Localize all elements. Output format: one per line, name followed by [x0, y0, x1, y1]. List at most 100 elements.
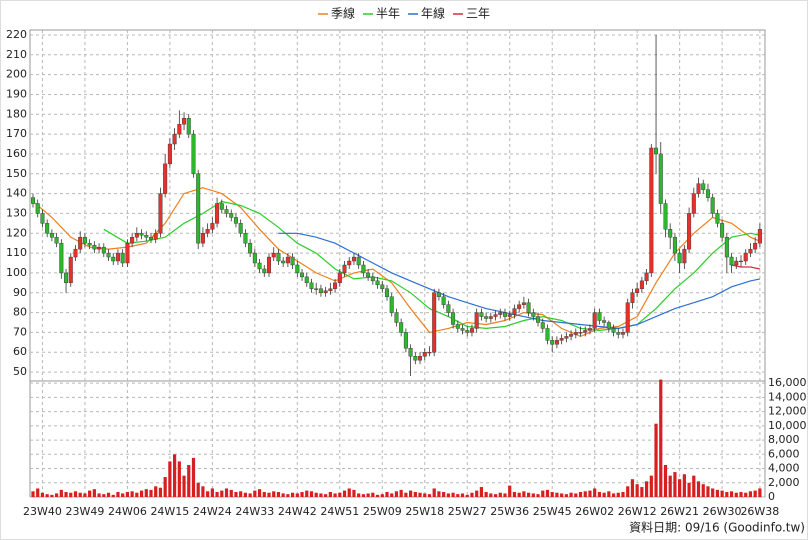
- candle-body: [285, 256, 290, 264]
- volume-bar: [121, 493, 125, 497]
- volume-bar: [248, 493, 252, 497]
- x-tick-label: 23W49: [65, 505, 104, 518]
- candle-body: [696, 183, 701, 194]
- candle-body: [224, 209, 229, 214]
- candle-body: [196, 173, 201, 244]
- volume-bar: [97, 493, 101, 497]
- candle-body: [729, 256, 734, 266]
- candle-body: [370, 276, 375, 282]
- candle-body: [267, 256, 272, 274]
- volume-bar: [40, 492, 45, 497]
- candle-body: [328, 288, 333, 291]
- candle-body: [554, 340, 559, 345]
- legend-label: 半年: [376, 7, 400, 21]
- volume-bar: [583, 491, 587, 497]
- candle-body: [111, 256, 116, 262]
- volume-bar: [149, 489, 153, 497]
- volume-bar: [588, 490, 592, 497]
- candle-body: [304, 276, 309, 284]
- candle-body: [219, 203, 224, 210]
- candle-body: [550, 340, 555, 345]
- volume-bar: [597, 492, 601, 497]
- candle-body: [748, 248, 753, 254]
- volume-bar: [508, 485, 512, 497]
- volume-bar: [427, 494, 432, 497]
- y-tick-label: 210: [6, 48, 27, 61]
- candle-body: [191, 133, 196, 174]
- y2-tick-label: 8,000: [768, 433, 800, 446]
- candle-body: [314, 288, 319, 290]
- candle-body: [385, 288, 390, 297]
- volume-bar: [418, 492, 422, 497]
- volume-bar: [687, 482, 691, 497]
- candle-body: [215, 203, 220, 224]
- candle-body: [205, 229, 210, 234]
- candle-body: [701, 183, 706, 190]
- volume-bar: [640, 487, 644, 497]
- candle-body: [87, 242, 92, 246]
- source: 資料日期: 09/16 (Goodinfo.tw): [629, 521, 805, 535]
- x-tick-label: 25W27: [448, 505, 487, 518]
- candle-body: [644, 272, 649, 282]
- volume-bar: [602, 492, 606, 497]
- x-tick-label: 25W09: [363, 505, 402, 518]
- candle-body: [342, 264, 347, 274]
- volume-bar: [668, 475, 672, 497]
- candle-body: [337, 272, 342, 284]
- candle-body: [139, 233, 144, 236]
- volume-bar: [442, 492, 446, 497]
- candle-body: [455, 324, 460, 329]
- volume-bar: [314, 492, 318, 497]
- candle-body: [318, 288, 323, 293]
- candle-body: [587, 328, 592, 331]
- y-tick-label: 90: [13, 286, 27, 299]
- y-tick-label: 190: [6, 87, 27, 100]
- candle-body: [106, 252, 111, 258]
- volume-bar: [569, 492, 573, 497]
- volume-bar: [69, 492, 73, 497]
- candle-body: [40, 213, 45, 224]
- volume-bar: [682, 474, 686, 497]
- volume-bar: [224, 488, 229, 497]
- volume-bar: [621, 492, 625, 497]
- volume-bar: [125, 492, 129, 497]
- candle-body: [545, 328, 550, 341]
- candle-body: [130, 237, 135, 244]
- x-tick-label: 26W30: [703, 505, 742, 518]
- y-tick-label: 50: [13, 365, 27, 378]
- volume-bar: [460, 493, 465, 497]
- volume-bar: [711, 488, 715, 497]
- volume-bar: [503, 493, 507, 497]
- candle-body: [262, 268, 267, 274]
- candle-body: [441, 296, 446, 305]
- volume-bar: [635, 484, 639, 497]
- candle-body: [578, 332, 583, 334]
- candle-body: [521, 302, 526, 305]
- candle-body: [68, 256, 73, 284]
- volume-bar: [154, 486, 158, 497]
- x-tick-label: 24W15: [150, 505, 189, 518]
- volume-bar: [649, 475, 653, 497]
- candle-body: [380, 284, 385, 289]
- x-tick-label: 25W18: [405, 505, 444, 518]
- volume-bar: [611, 493, 616, 497]
- candle-body: [309, 282, 314, 289]
- candle-body: [144, 235, 149, 238]
- volume-bar: [319, 493, 323, 497]
- volume-bar: [163, 477, 167, 497]
- candle-body: [639, 280, 644, 289]
- candle-body: [564, 336, 569, 339]
- volume-bar: [375, 494, 380, 497]
- candle-body: [531, 312, 536, 317]
- candle-body: [465, 330, 470, 333]
- candle-body: [720, 223, 725, 238]
- candle-body: [602, 320, 607, 323]
- y2-tick-label: 6,000: [768, 447, 800, 460]
- y-tick-label: 130: [6, 206, 27, 219]
- candle-body: [649, 147, 654, 274]
- candle-body: [597, 312, 602, 321]
- candle-body: [399, 322, 404, 333]
- volume-bar: [475, 490, 479, 497]
- candle-body: [351, 256, 356, 262]
- volume-bar: [578, 492, 583, 497]
